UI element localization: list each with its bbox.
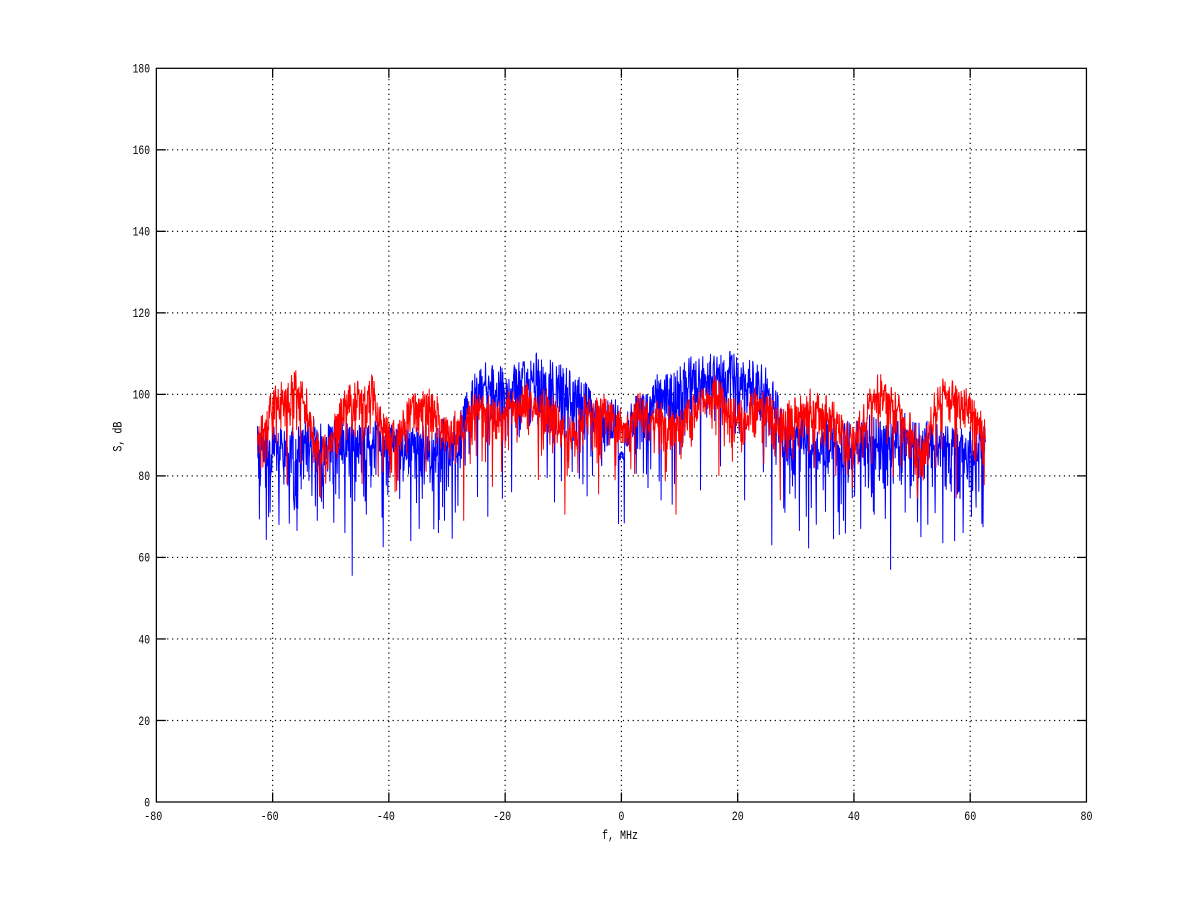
svg-text:40: 40 — [848, 809, 860, 824]
svg-text:180: 180 — [133, 62, 150, 77]
svg-text:40: 40 — [138, 632, 150, 647]
svg-text:20: 20 — [138, 714, 150, 729]
svg-text:100: 100 — [133, 388, 150, 403]
svg-text:-80: -80 — [144, 809, 162, 824]
svg-text:-40: -40 — [377, 809, 395, 824]
svg-text:f, MHz: f, MHz — [602, 828, 638, 843]
svg-text:60: 60 — [964, 809, 976, 824]
svg-text:-20: -20 — [493, 809, 511, 824]
svg-text:160: 160 — [133, 143, 150, 158]
svg-text:80: 80 — [138, 469, 150, 484]
svg-text:120: 120 — [133, 306, 150, 321]
svg-text:20: 20 — [732, 809, 744, 824]
svg-text:140: 140 — [133, 225, 150, 240]
svg-text:80: 80 — [1081, 809, 1093, 824]
svg-text:-60: -60 — [261, 809, 279, 824]
svg-text:S, dB: S, dB — [110, 421, 125, 451]
svg-text:0: 0 — [618, 809, 624, 824]
svg-text:0: 0 — [144, 795, 150, 810]
svg-text:60: 60 — [138, 551, 150, 566]
